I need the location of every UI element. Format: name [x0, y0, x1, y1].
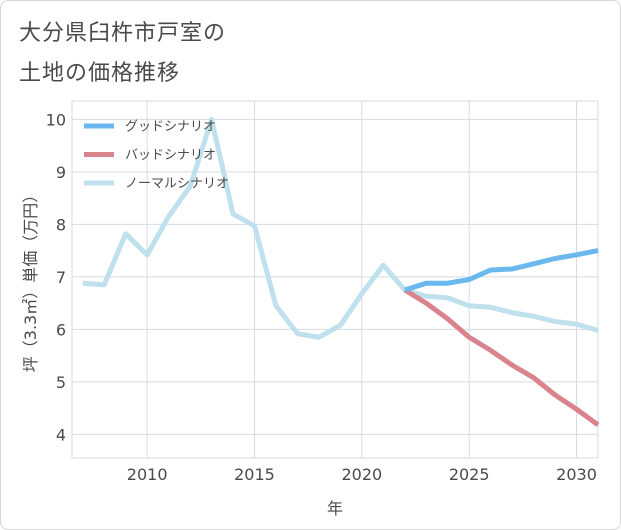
- y-tick-label: 10: [46, 110, 66, 129]
- x-tick-label: 2015: [234, 465, 275, 484]
- y-tick-label: 6: [56, 320, 66, 339]
- tick-labels: 4 5 6 7 8 9 10 2010 2015 2020 2025 2030: [46, 110, 597, 484]
- plot-frame: [71, 100, 599, 459]
- series-line-good: [404, 248, 599, 293]
- legend-label-bad: バッドシナリオ: [125, 148, 216, 163]
- legend-label-good: グッドシナリオ: [125, 120, 216, 135]
- x-tick-label: 2020: [341, 465, 382, 484]
- series-layer: [82, 116, 600, 427]
- x-axis-label: 年: [327, 499, 343, 518]
- series-line-bad: [403, 287, 600, 427]
- x-tick-label: 2030: [556, 465, 597, 484]
- x-tick-label: 2025: [449, 465, 490, 484]
- y-tick-label: 9: [56, 163, 66, 182]
- y-tick-label: 5: [56, 373, 66, 392]
- chart-title-line-1: 大分県臼杵市戸室の: [19, 21, 227, 46]
- legend-label-normal: ノーマルシナリオ: [125, 177, 229, 192]
- y-axis-label: 坪（3.3㎡）単価（万円）: [21, 187, 40, 372]
- series-line-normal: [82, 116, 599, 340]
- x-tick-label: 2010: [127, 465, 168, 484]
- y-tick-label: 7: [56, 268, 66, 287]
- y-tick-label: 8: [56, 215, 66, 234]
- chart-title-line-2: 土地の価格推移: [19, 61, 181, 86]
- y-tick-label: 4: [56, 425, 66, 444]
